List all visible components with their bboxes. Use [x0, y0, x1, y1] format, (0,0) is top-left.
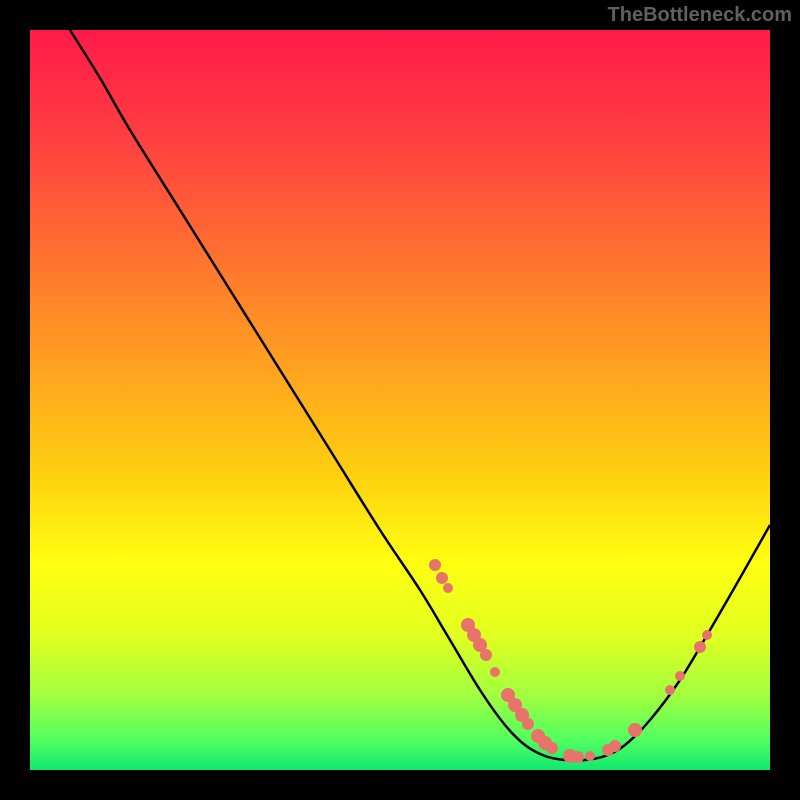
data-marker	[609, 740, 621, 752]
data-marker	[443, 583, 453, 593]
data-marker	[522, 718, 534, 730]
watermark-text: TheBottleneck.com	[608, 4, 792, 27]
data-marker	[702, 630, 712, 640]
curve-layer	[30, 30, 770, 770]
data-marker	[490, 667, 500, 677]
chart-plot-area	[30, 30, 770, 770]
data-marker	[585, 751, 595, 761]
data-marker	[572, 751, 584, 763]
data-marker	[429, 559, 441, 571]
data-marker	[546, 742, 558, 754]
data-marker	[628, 723, 642, 737]
data-marker	[694, 641, 706, 653]
data-marker	[436, 572, 448, 584]
data-marker	[665, 685, 675, 695]
data-marker	[675, 671, 685, 681]
bottleneck-curve	[70, 30, 770, 761]
data-marker	[480, 649, 492, 661]
data-markers	[429, 559, 712, 763]
